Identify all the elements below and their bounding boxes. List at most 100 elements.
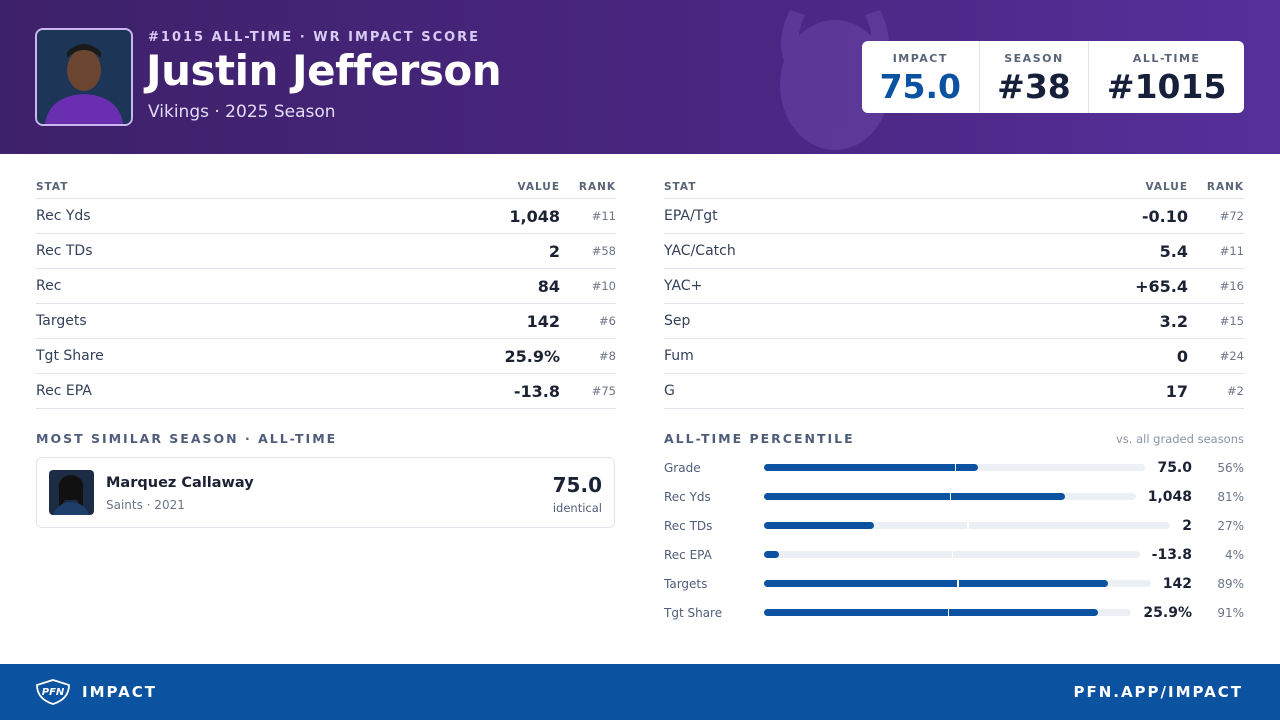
percentile-pct: 91% — [1217, 605, 1244, 620]
percentile-bar — [764, 551, 780, 558]
table-row: YAC+ +65.4 #16 — [664, 269, 1244, 304]
stat-value: 0 — [1176, 346, 1188, 366]
stat-name: Rec — [36, 278, 62, 294]
stat-rank: #72 — [1219, 209, 1244, 223]
table-row: Fum 0 #24 — [664, 339, 1244, 374]
median-marker — [949, 493, 952, 500]
percentile-bar — [764, 609, 1099, 616]
table-row: Sep 3.2 #15 — [664, 304, 1244, 339]
stat-rank: #24 — [1219, 349, 1244, 363]
column-header: RANK — [578, 181, 616, 193]
stat-value: 25.9% — [504, 346, 560, 366]
stat-value: 17 — [1165, 381, 1188, 401]
stat-rank: #15 — [1219, 314, 1244, 328]
percentile-label: Rec EPA — [664, 547, 712, 562]
table-row: Rec TDs 2 #58 — [36, 234, 616, 269]
stat-rank: #11 — [1219, 244, 1244, 258]
kicker: #1015 ALL-TIME · WR IMPACT SCORE — [148, 30, 481, 45]
team-line: Vikings · 2025 Season — [148, 102, 336, 122]
score-cell: SEASON #38 — [978, 41, 1089, 113]
percentile-bar — [764, 580, 1109, 587]
percentile-value: 1,048 — [1147, 488, 1192, 505]
similar-note: identical — [552, 501, 602, 515]
stat-value: -0.10 — [1141, 206, 1188, 226]
footer-brand: IMPACT — [82, 683, 157, 701]
percentile-track — [764, 580, 1151, 587]
footer: PFN IMPACT PFN.APP/IMPACT — [0, 664, 1280, 720]
percentile-pct: 81% — [1217, 489, 1244, 504]
table-row: Rec 84 #10 — [36, 269, 616, 304]
similar-card: Marquez Callaway Saints · 2021 75.0 iden… — [36, 457, 615, 528]
column-header: STAT — [36, 181, 69, 193]
score-label: IMPACT — [892, 52, 948, 65]
section-title: ALL-TIME PERCENTILE — [664, 431, 855, 446]
similar-photo — [49, 470, 94, 515]
percentile-value: 142 — [1162, 575, 1192, 592]
score-box: IMPACT 75.0 SEASON #38 ALL-TIME #1015 — [862, 41, 1244, 113]
player-name: Justin Jefferson — [146, 46, 502, 95]
stat-rank: #8 — [599, 349, 616, 363]
percentile-pct: 56% — [1217, 460, 1244, 475]
percentile-track — [764, 522, 1171, 529]
stat-name: G — [664, 383, 675, 399]
percentile-label: Rec Yds — [664, 489, 711, 504]
percentile-bar — [764, 464, 978, 471]
percentile-track — [764, 493, 1136, 500]
section-title: MOST SIMILAR SEASON · ALL-TIME — [36, 431, 338, 446]
column-header: RANK — [1206, 181, 1244, 193]
stat-rank: #10 — [591, 279, 616, 293]
percentile-label: Rec TDs — [664, 518, 713, 533]
column-header: STAT — [664, 181, 697, 193]
stat-value: 84 — [537, 276, 560, 296]
stat-name: YAC/Catch — [664, 243, 736, 259]
stat-value: 142 — [526, 311, 560, 331]
table-row: G 17 #2 — [664, 374, 1244, 409]
percentile-track — [764, 464, 1146, 471]
percentile-row: Rec EPA -13.8 4% — [664, 540, 1244, 569]
stat-rank: #16 — [1219, 279, 1244, 293]
column-header: VALUE — [517, 181, 560, 193]
score-cell: ALL-TIME #1015 — [1088, 41, 1244, 113]
median-marker — [951, 551, 954, 558]
stat-name: Rec TDs — [36, 243, 93, 259]
percentile-pct: 27% — [1217, 518, 1244, 533]
percentile-row: Rec TDs 2 27% — [664, 511, 1244, 540]
table-header: STAT VALUE RANK — [36, 176, 616, 199]
stat-value: 2 — [548, 241, 560, 261]
similar-score: 75.0 — [552, 473, 602, 497]
table-row: Rec EPA -13.8 #75 — [36, 374, 616, 409]
stat-value: 3.2 — [1159, 311, 1188, 331]
similar-meta: Saints · 2021 — [106, 498, 185, 512]
score-value: 75.0 — [879, 67, 961, 106]
percentile-bar — [764, 493, 1066, 500]
stat-name: EPA/Tgt — [664, 208, 718, 224]
stat-rank: #6 — [599, 314, 616, 328]
stat-name: Targets — [36, 313, 87, 329]
percentile-value: 75.0 — [1157, 459, 1192, 476]
table-row: EPA/Tgt -0.10 #72 — [664, 199, 1244, 234]
stat-name: Fum — [664, 348, 694, 364]
table-header: STAT VALUE RANK — [664, 176, 1244, 199]
table-row: Rec Yds 1,048 #11 — [36, 199, 616, 234]
stat-name: Tgt Share — [36, 348, 104, 364]
percentile-track — [764, 609, 1132, 616]
median-marker — [954, 464, 957, 471]
percentile-value: 25.9% — [1143, 604, 1192, 621]
score-value: #1015 — [1106, 67, 1227, 106]
stat-rank: #2 — [1227, 384, 1244, 398]
percentile-bar — [764, 522, 874, 529]
stat-rank: #75 — [591, 384, 616, 398]
percentile-pct: 4% — [1224, 547, 1244, 562]
percentile-label: Targets — [664, 576, 708, 591]
percentile-note: vs. all graded seasons — [1115, 432, 1244, 446]
median-marker — [967, 522, 969, 529]
score-value: #38 — [997, 67, 1071, 106]
percentile-row: Targets 142 89% — [664, 569, 1244, 598]
stat-name: Rec EPA — [36, 383, 92, 399]
header: #1015 ALL-TIME · WR IMPACT SCORE Justin … — [0, 0, 1280, 154]
footer-logo: PFN — [36, 679, 70, 705]
column-header: VALUE — [1145, 181, 1188, 193]
percentile-label: Grade — [664, 460, 701, 475]
percentile-row: Tgt Share 25.9% 91% — [664, 598, 1244, 627]
percentile-row: Grade 75.0 56% — [664, 453, 1244, 482]
